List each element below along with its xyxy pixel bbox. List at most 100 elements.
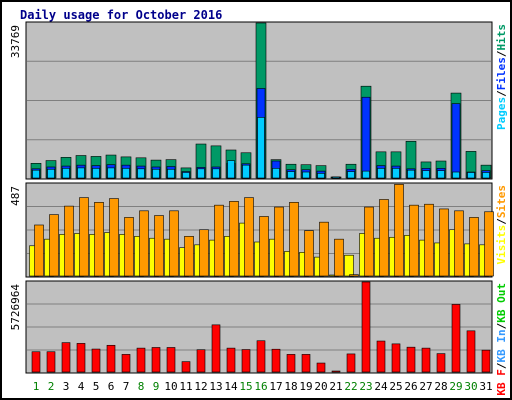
bar-kb-f xyxy=(286,354,296,373)
bar-pages xyxy=(467,172,475,179)
x-tick-label: 11 xyxy=(179,380,192,393)
bar-sites xyxy=(334,238,344,277)
legend-entry: Pages xyxy=(495,97,508,130)
legend-visits_sites: Visits/Sites xyxy=(495,185,508,265)
bar-kb-f xyxy=(256,340,266,373)
chart-title: Daily usage for October 2016 xyxy=(20,8,223,22)
bar-sites xyxy=(409,204,419,277)
legend-entry: Hits xyxy=(495,24,508,51)
bar-sites xyxy=(469,217,479,277)
bar-sites xyxy=(304,230,314,277)
x-tick-label: 14 xyxy=(224,380,238,393)
bar-sites xyxy=(169,210,179,277)
bar-kb-f xyxy=(46,351,56,373)
bar-kb-f xyxy=(271,348,281,373)
bar-sites xyxy=(34,224,44,277)
bar-pages xyxy=(197,168,205,179)
y-max-label: 487 xyxy=(9,186,22,206)
bar-sites xyxy=(424,203,434,277)
bar-pages xyxy=(377,168,385,179)
bar-pages xyxy=(47,168,55,179)
bar-pages xyxy=(392,168,400,179)
bar-pages xyxy=(332,176,340,179)
bar-sites xyxy=(214,204,224,277)
x-tick-label: 4 xyxy=(78,380,85,393)
legend-separator: / xyxy=(495,322,508,329)
x-tick-label: 6 xyxy=(108,380,115,393)
x-tick-label: 30 xyxy=(464,380,477,393)
bar-pages xyxy=(167,168,175,179)
bar-pages xyxy=(122,168,130,179)
bar-pages xyxy=(242,164,250,179)
bar-kb-f xyxy=(106,344,116,373)
bar-sites xyxy=(259,216,269,277)
bar-pages xyxy=(452,171,460,179)
bar-pages xyxy=(227,160,235,179)
x-tick-label: 21 xyxy=(329,380,342,393)
bar-kb-f xyxy=(181,361,191,373)
bar-pages xyxy=(407,169,415,179)
bar-pages xyxy=(137,168,145,179)
x-tick-label: 24 xyxy=(374,380,388,393)
y-max-label: 5726964 xyxy=(9,284,22,331)
bar-pages xyxy=(152,168,160,179)
x-tick-label: 3 xyxy=(63,380,70,393)
x-tick-label: 16 xyxy=(254,380,267,393)
x-tick-label: 20 xyxy=(314,380,327,393)
bar-pages xyxy=(92,168,100,179)
bar-files xyxy=(361,96,371,179)
bar-sites xyxy=(319,221,329,277)
legend-entry: KB In xyxy=(495,329,508,362)
bar-pages xyxy=(317,173,325,179)
bar-pages xyxy=(182,172,190,179)
bar-kb-f xyxy=(481,349,491,373)
bar-kb-f xyxy=(211,324,221,373)
legend-entry: Visits xyxy=(495,225,508,265)
bar-sites xyxy=(94,202,104,277)
x-tick-label: 22 xyxy=(344,380,357,393)
x-tick-label: 31 xyxy=(479,380,492,393)
x-tick-label: 26 xyxy=(404,380,417,393)
bar-sites xyxy=(49,214,59,277)
legend-separator: / xyxy=(495,362,508,369)
x-tick-label: 10 xyxy=(164,380,177,393)
bar-kb-f xyxy=(451,304,461,373)
bar-sites xyxy=(394,184,404,277)
x-tick-label: 29 xyxy=(449,380,462,393)
bar-pages xyxy=(107,167,115,179)
legend-entry: Sites xyxy=(495,185,508,218)
legend-separator: / xyxy=(495,50,508,57)
bar-files xyxy=(451,103,461,179)
bar-pages xyxy=(482,172,490,179)
bar-sites xyxy=(439,208,449,277)
bar-pages xyxy=(362,170,370,179)
legend-separator: / xyxy=(495,90,508,97)
x-tick-label: 2 xyxy=(48,380,55,393)
bar-pages xyxy=(287,171,295,179)
bar-sites xyxy=(109,198,119,277)
bar-sites xyxy=(379,199,389,277)
x-tick-label: 28 xyxy=(434,380,447,393)
legend-hits_files_pages: Pages/Files/Hits xyxy=(495,24,508,130)
panel-visits_sites: 487 Visits/Sites xyxy=(9,182,508,278)
bar-sites xyxy=(79,197,89,277)
bar-kb-f xyxy=(346,353,356,373)
bar-kb-f xyxy=(301,354,311,373)
bar-pages xyxy=(212,168,220,179)
legend-entry: KB Out xyxy=(495,283,508,323)
bar-kb-f xyxy=(331,370,341,373)
bar-pages xyxy=(272,168,280,179)
panel-kbytes: 5726964 KB F/KB In/KB Out xyxy=(9,280,508,396)
bar-pages xyxy=(257,117,265,179)
y-max-label: 33769 xyxy=(9,25,22,58)
bar-pages xyxy=(32,169,40,179)
bar-kb-f xyxy=(466,330,476,373)
bar-kb-f xyxy=(76,343,86,373)
bar-pages xyxy=(62,168,70,179)
bar-sites xyxy=(154,215,164,277)
bar-kb-f xyxy=(151,347,161,373)
x-tick-label: 27 xyxy=(419,380,432,393)
legend-kbytes: KB F/KB In/KB Out xyxy=(495,283,508,396)
bar-sites xyxy=(484,211,494,277)
